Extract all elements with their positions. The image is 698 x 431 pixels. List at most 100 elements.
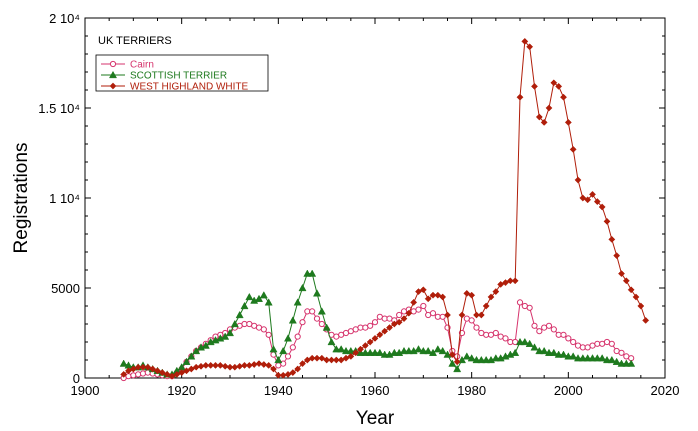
data-point-scottish-terrier <box>607 355 616 364</box>
data-point-scottish-terrier <box>264 298 273 306</box>
legend-marker <box>108 70 118 79</box>
data-point-west-highland-white <box>260 361 268 368</box>
legend-label: SCOTTISH TERRIER <box>130 71 227 82</box>
data-point-scottish-terrier <box>448 359 457 367</box>
data-point-scottish-terrier <box>554 350 563 358</box>
data-point-west-highland-white <box>337 356 345 364</box>
data-point-west-highland-white <box>120 370 128 378</box>
data-point-west-highland-white <box>226 363 234 371</box>
data-point-west-highland-white <box>593 198 601 206</box>
data-point-cairn <box>618 349 625 356</box>
data-point-west-highland-white <box>560 93 567 101</box>
data-point-scottish-terrier <box>269 345 278 353</box>
data-point-west-highland-white <box>158 369 166 377</box>
data-point-west-highland-white <box>540 118 548 126</box>
data-point-west-highland-white <box>245 361 253 369</box>
data-point-cairn <box>265 331 272 338</box>
data-point-scottish-terrier <box>453 364 462 373</box>
data-point-west-highland-white <box>299 360 306 368</box>
data-point-scottish-terrier <box>424 346 433 355</box>
data-point-west-highland-white <box>202 361 210 369</box>
data-point-scottish-terrier <box>482 355 491 364</box>
data-point-cairn <box>570 338 577 346</box>
data-point-scottish-terrier <box>569 352 578 360</box>
data-point-scottish-terrier <box>612 357 621 365</box>
data-point-scottish-terrier <box>230 319 239 328</box>
data-point-scottish-terrier <box>279 346 288 355</box>
data-point-cairn <box>536 328 543 335</box>
data-point-scottish-terrier <box>428 348 438 356</box>
x-tick-label: 2020 <box>651 383 680 398</box>
data-point-west-highland-white <box>149 365 157 373</box>
data-point-west-highland-white <box>250 361 258 368</box>
data-point-cairn <box>260 326 267 333</box>
data-point-scottish-terrier <box>192 346 201 355</box>
data-point-west-highland-white <box>270 365 277 373</box>
data-point-scottish-terrier <box>221 332 230 340</box>
data-point-west-highland-white <box>511 277 519 285</box>
data-point-scottish-terrier <box>617 359 626 367</box>
data-point-scottish-terrier <box>438 346 447 355</box>
data-point-scottish-terrier <box>462 352 471 360</box>
y-tick-label: 1.5 10⁴ <box>38 101 80 116</box>
data-point-cairn <box>367 322 374 329</box>
data-point-west-highland-white <box>439 293 447 301</box>
data-point-scottish-terrier <box>341 346 351 355</box>
data-point-scottish-terrier <box>399 346 409 355</box>
data-point-cairn <box>420 302 427 310</box>
data-point-west-highland-white <box>642 316 650 324</box>
data-point-west-highland-white <box>584 196 592 204</box>
legend-marker <box>109 82 117 90</box>
x-tick-label: 1980 <box>457 383 486 398</box>
data-point-cairn <box>318 320 325 328</box>
data-point-west-highland-white <box>313 354 321 362</box>
data-point-scottish-terrier <box>322 323 331 331</box>
data-point-west-highland-white <box>386 324 393 332</box>
data-point-cairn <box>294 333 301 340</box>
data-point-scottish-terrier <box>404 346 413 355</box>
data-point-west-highland-white <box>598 203 606 211</box>
data-point-west-highland-white <box>506 277 514 285</box>
data-point-cairn <box>468 317 475 324</box>
x-tick-label: 1900 <box>71 383 100 398</box>
data-point-west-highland-white <box>526 43 534 51</box>
data-point-west-highland-white <box>395 318 403 326</box>
data-point-west-highland-white <box>323 356 331 364</box>
data-point-west-highland-white <box>453 358 461 366</box>
data-point-west-highland-white <box>352 349 360 357</box>
data-point-scottish-terrier <box>602 355 612 364</box>
data-point-cairn <box>565 335 572 342</box>
data-point-cairn <box>429 310 437 317</box>
data-point-scottish-terrier <box>308 269 317 277</box>
data-point-scottish-terrier <box>201 341 210 349</box>
data-point-west-highland-white <box>347 352 355 360</box>
data-point-west-highland-white <box>328 356 335 364</box>
data-point-west-highland-white <box>173 370 181 378</box>
data-point-west-highland-white <box>603 217 611 225</box>
x-tick-label: 2000 <box>554 383 583 398</box>
data-point-west-highland-white <box>545 104 553 112</box>
data-point-west-highland-white <box>265 361 273 369</box>
data-point-west-highland-white <box>410 298 418 306</box>
x-tick-label: 1940 <box>264 383 293 398</box>
data-point-scottish-terrier <box>472 355 481 364</box>
data-point-cairn <box>560 331 567 338</box>
data-point-west-highland-white <box>458 311 466 319</box>
y-tick-label: 0 <box>73 371 80 386</box>
data-point-cairn <box>531 322 538 329</box>
data-point-cairn <box>550 326 557 333</box>
data-point-west-highland-white <box>207 361 215 369</box>
data-point-west-highland-white <box>255 360 263 368</box>
data-point-scottish-terrier <box>598 354 607 362</box>
data-point-cairn <box>516 299 524 306</box>
data-point-scottish-terrier <box>240 301 249 310</box>
data-point-cairn <box>473 324 480 331</box>
x-tick-label: 1960 <box>361 383 390 398</box>
data-point-west-highland-white <box>168 372 176 380</box>
data-point-west-highland-white <box>535 113 543 121</box>
data-point-west-highland-white <box>502 279 509 287</box>
data-point-cairn <box>502 335 509 342</box>
data-point-scottish-terrier <box>235 310 244 319</box>
